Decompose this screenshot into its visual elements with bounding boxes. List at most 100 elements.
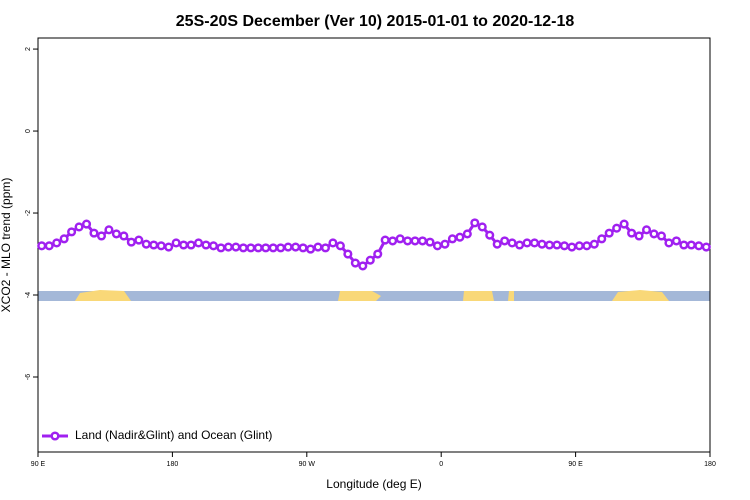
data-point bbox=[641, 225, 652, 235]
data-point bbox=[164, 242, 174, 252]
y-tick-label: -4 bbox=[25, 292, 32, 298]
y-tick-label: -2 bbox=[25, 210, 32, 216]
data-point bbox=[246, 243, 256, 253]
data-point bbox=[67, 227, 77, 237]
land-ocean-band bbox=[38, 290, 710, 301]
x-tick-label: 180 bbox=[704, 461, 716, 468]
x-tick-label: 180 bbox=[167, 461, 179, 468]
data-point bbox=[216, 243, 226, 253]
data-point bbox=[440, 239, 450, 249]
data-point bbox=[52, 238, 62, 248]
data-point bbox=[462, 229, 472, 239]
data-point bbox=[320, 243, 331, 253]
data-point bbox=[567, 242, 577, 252]
data-point bbox=[104, 225, 114, 235]
data-point bbox=[276, 243, 286, 253]
data-point bbox=[171, 238, 181, 248]
legend: Land (Nadir&Glint) and Ocean (Glint) bbox=[42, 428, 272, 442]
data-point bbox=[201, 240, 211, 250]
data-point bbox=[447, 234, 457, 244]
data-point bbox=[305, 244, 316, 254]
land-blob bbox=[508, 291, 514, 301]
land-blob bbox=[338, 291, 381, 301]
x-tick-label: 90 W bbox=[299, 461, 316, 468]
data-point bbox=[208, 241, 219, 251]
data-point bbox=[522, 238, 532, 248]
data-point bbox=[111, 229, 121, 239]
data-point bbox=[679, 240, 689, 250]
x-tick-label: 0 bbox=[439, 461, 443, 468]
data-point bbox=[223, 242, 233, 252]
data-point bbox=[373, 249, 383, 259]
data-point bbox=[119, 231, 129, 241]
data-point bbox=[126, 237, 136, 247]
data-point bbox=[664, 238, 674, 248]
data-point bbox=[597, 234, 607, 244]
data-point bbox=[649, 229, 659, 239]
data-point bbox=[612, 223, 622, 233]
data-point bbox=[74, 222, 84, 232]
data-point bbox=[701, 242, 711, 252]
data-point bbox=[343, 249, 353, 259]
data-point bbox=[589, 239, 599, 249]
data-point bbox=[492, 239, 502, 249]
data-point bbox=[89, 228, 99, 238]
data-point bbox=[507, 238, 517, 248]
data-point bbox=[186, 240, 196, 250]
land-blob bbox=[612, 290, 669, 301]
data-point bbox=[253, 243, 263, 253]
data-point bbox=[470, 218, 480, 228]
data-point bbox=[634, 231, 644, 241]
data-point bbox=[403, 236, 413, 246]
data-point bbox=[231, 242, 241, 252]
data-point bbox=[358, 261, 368, 271]
y-tick-label: -6 bbox=[25, 374, 32, 380]
data-point bbox=[627, 228, 637, 238]
legend-label: Land (Nadir&Glint) and Ocean (Glint) bbox=[75, 428, 272, 442]
data-point bbox=[604, 228, 614, 238]
y-tick-label: 2 bbox=[25, 47, 32, 51]
data-point bbox=[529, 238, 540, 248]
data-point bbox=[559, 241, 569, 251]
data-point bbox=[149, 240, 159, 250]
data-point bbox=[179, 240, 189, 250]
data-point bbox=[485, 230, 495, 240]
data-point bbox=[291, 242, 301, 252]
data-point bbox=[328, 238, 338, 248]
data-point bbox=[141, 239, 151, 249]
data-point bbox=[574, 241, 584, 251]
data-point bbox=[380, 235, 390, 245]
data-point bbox=[44, 241, 54, 251]
data-point bbox=[619, 219, 629, 229]
data-point bbox=[365, 255, 375, 265]
y-axis-title: XCO2 - MLO trend (ppm) bbox=[0, 178, 13, 313]
data-point bbox=[694, 241, 704, 251]
data-point bbox=[417, 236, 428, 246]
data-point bbox=[96, 231, 107, 241]
data-point bbox=[37, 241, 47, 251]
data-point bbox=[425, 237, 435, 247]
y-tick-label: 0 bbox=[25, 129, 32, 133]
data-point bbox=[582, 241, 592, 251]
data-point bbox=[283, 242, 293, 252]
data-point bbox=[515, 240, 525, 250]
data-point bbox=[335, 241, 345, 251]
data-point bbox=[477, 222, 487, 232]
land-blob bbox=[75, 290, 131, 301]
data-point bbox=[544, 240, 555, 250]
data-point bbox=[134, 235, 144, 245]
data-point bbox=[537, 239, 547, 249]
x-tick-label: 90 E bbox=[568, 461, 583, 468]
data-point bbox=[671, 236, 681, 246]
legend-marker bbox=[50, 431, 60, 441]
data-point bbox=[238, 243, 248, 253]
data-point bbox=[455, 232, 465, 242]
data-point bbox=[81, 219, 92, 229]
data-point bbox=[686, 240, 696, 250]
data-point bbox=[500, 236, 510, 246]
data-point bbox=[156, 241, 166, 251]
chart-title: 25S-20S December (Ver 10) 2015-01-01 to … bbox=[176, 13, 575, 30]
data-point bbox=[395, 234, 405, 244]
data-point bbox=[261, 243, 271, 253]
